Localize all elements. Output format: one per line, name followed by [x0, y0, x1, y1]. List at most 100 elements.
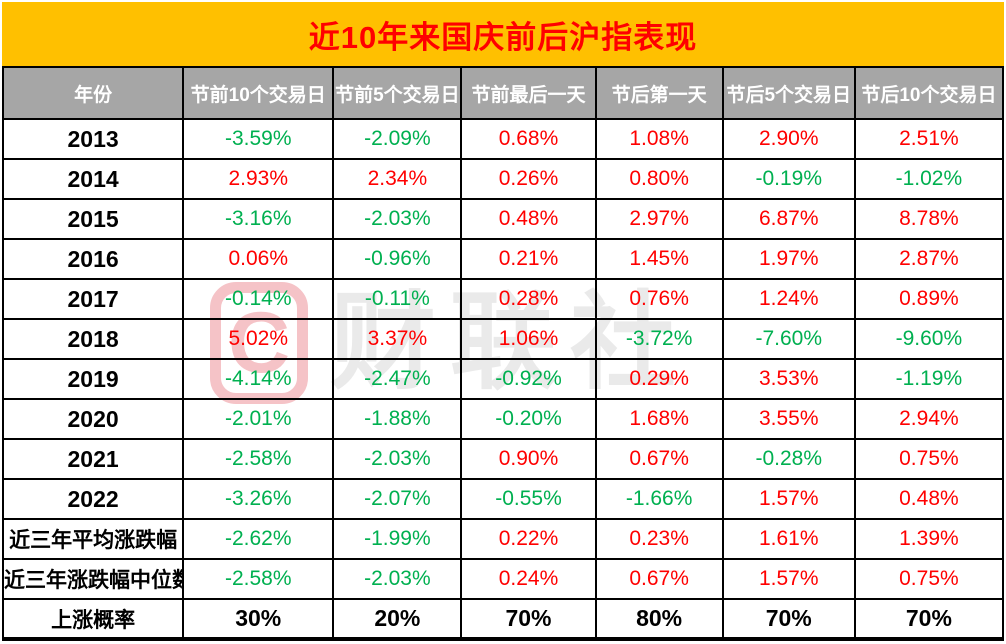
- table-row: 2019 -4.14% -2.47% -0.92% 0.29% 3.53% -1…: [1, 358, 1005, 400]
- column-header-last-day: 节前最后一天: [460, 66, 597, 120]
- value-cell: -2.07%: [332, 478, 463, 520]
- value-cell: -2.62%: [182, 518, 335, 560]
- value-cell: 0.90%: [460, 438, 597, 480]
- value-cell: 2.90%: [721, 118, 856, 160]
- table-row: 2013 -3.59% -2.09% 0.68% 1.08% 2.90% 2.5…: [1, 118, 1005, 160]
- value-cell: -1.99%: [332, 518, 463, 560]
- value-cell: 6.87%: [721, 198, 856, 240]
- table-row-probability: 上涨概率 30% 20% 70% 80% 70% 70%: [1, 598, 1005, 641]
- value-cell: 0.48%: [460, 198, 597, 240]
- value-cell: -0.55%: [460, 478, 597, 520]
- value-cell: 80%: [594, 598, 724, 641]
- value-cell: 20%: [332, 598, 463, 641]
- value-cell: 0.80%: [594, 158, 724, 200]
- value-cell: -0.96%: [332, 238, 463, 280]
- table-row: 2021 -2.58% -2.03% 0.90% 0.67% -0.28% 0.…: [1, 438, 1005, 480]
- value-cell: 8.78%: [853, 198, 1005, 240]
- value-cell: 2.93%: [182, 158, 335, 200]
- value-cell: 0.24%: [460, 558, 597, 600]
- column-header-pre10: 节前10个交易日: [182, 66, 335, 120]
- table-row: 2022 -3.26% -2.07% -0.55% -1.66% 1.57% 0…: [1, 478, 1005, 520]
- row-label: 2021: [1, 438, 185, 480]
- value-cell: -2.09%: [332, 118, 463, 160]
- column-header-post10: 节后10个交易日: [853, 66, 1005, 120]
- table-row-average: 近三年平均涨跌幅 -2.62% -1.99% 0.22% 0.23% 1.61%…: [1, 518, 1005, 560]
- row-label: 2020: [1, 398, 185, 440]
- value-cell: 3.37%: [332, 318, 463, 360]
- value-cell: 1.57%: [721, 558, 856, 600]
- value-cell: -9.60%: [853, 318, 1005, 360]
- value-cell: 0.48%: [853, 478, 1005, 520]
- row-label: 2013: [1, 118, 185, 160]
- value-cell: 0.75%: [853, 438, 1005, 480]
- row-label: 2015: [1, 198, 185, 240]
- value-cell: -0.14%: [182, 278, 335, 320]
- value-cell: -0.19%: [721, 158, 856, 200]
- value-cell: 0.29%: [594, 358, 724, 400]
- value-cell: -2.47%: [332, 358, 463, 400]
- value-cell: -1.88%: [332, 398, 463, 440]
- value-cell: 30%: [182, 598, 335, 641]
- value-cell: 2.97%: [594, 198, 724, 240]
- value-cell: 1.45%: [594, 238, 724, 280]
- table-row: 2015 -3.16% -2.03% 0.48% 2.97% 6.87% 8.7…: [1, 198, 1005, 240]
- value-cell: 2.51%: [853, 118, 1005, 160]
- value-cell: 70%: [721, 598, 856, 641]
- value-cell: 1.39%: [853, 518, 1005, 560]
- value-cell: 0.26%: [460, 158, 597, 200]
- row-label: 近三年平均涨跌幅: [1, 518, 185, 560]
- value-cell: 0.76%: [594, 278, 724, 320]
- value-cell: 0.68%: [460, 118, 597, 160]
- value-cell: 70%: [853, 598, 1005, 641]
- table-row: 2017 -0.14% -0.11% 0.28% 0.76% 1.24% 0.8…: [1, 278, 1005, 320]
- row-label: 2019: [1, 358, 185, 400]
- value-cell: -7.60%: [721, 318, 856, 360]
- value-cell: 1.06%: [460, 318, 597, 360]
- value-cell: 3.55%: [721, 398, 856, 440]
- value-cell: -1.02%: [853, 158, 1005, 200]
- value-cell: -2.03%: [332, 198, 463, 240]
- value-cell: 1.08%: [594, 118, 724, 160]
- value-cell: -3.59%: [182, 118, 335, 160]
- value-cell: 2.94%: [853, 398, 1005, 440]
- value-cell: 1.68%: [594, 398, 724, 440]
- value-cell: 1.97%: [721, 238, 856, 280]
- value-cell: 1.61%: [721, 518, 856, 560]
- row-label: 2022: [1, 478, 185, 520]
- column-header-year: 年份: [1, 66, 185, 120]
- value-cell: 0.89%: [853, 278, 1005, 320]
- row-label: 2014: [1, 158, 185, 200]
- header-row: 年份 节前10个交易日 节前5个交易日 节前最后一天 节后第一天 节后5个交易日…: [1, 66, 1005, 120]
- value-cell: 0.75%: [853, 558, 1005, 600]
- value-cell: 0.22%: [460, 518, 597, 560]
- value-cell: 70%: [460, 598, 597, 641]
- value-cell: 1.24%: [721, 278, 856, 320]
- value-cell: 0.28%: [460, 278, 597, 320]
- column-header-post5: 节后5个交易日: [721, 66, 856, 120]
- table-row: 2020 -2.01% -1.88% -0.20% 1.68% 3.55% 2.…: [1, 398, 1005, 440]
- value-cell: 2.87%: [853, 238, 1005, 280]
- value-cell: -0.92%: [460, 358, 597, 400]
- value-cell: -0.28%: [721, 438, 856, 480]
- value-cell: 3.53%: [721, 358, 856, 400]
- value-cell: 0.21%: [460, 238, 597, 280]
- row-label: 上涨概率: [1, 598, 185, 641]
- value-cell: -2.58%: [182, 438, 335, 480]
- value-cell: -2.01%: [182, 398, 335, 440]
- row-label: 2018: [1, 318, 185, 360]
- value-cell: -2.03%: [332, 438, 463, 480]
- value-cell: -3.26%: [182, 478, 335, 520]
- value-cell: -1.66%: [594, 478, 724, 520]
- value-cell: -3.16%: [182, 198, 335, 240]
- value-cell: -3.72%: [594, 318, 724, 360]
- value-cell: -4.14%: [182, 358, 335, 400]
- value-cell: 5.02%: [182, 318, 335, 360]
- value-cell: 2.34%: [332, 158, 463, 200]
- row-label: 2016: [1, 238, 185, 280]
- table-row: 2018 5.02% 3.37% 1.06% -3.72% -7.60% -9.…: [1, 318, 1005, 360]
- value-cell: 0.67%: [594, 558, 724, 600]
- table-row: 2014 2.93% 2.34% 0.26% 0.80% -0.19% -1.0…: [1, 158, 1005, 200]
- value-cell: 1.57%: [721, 478, 856, 520]
- table-row: 2016 0.06% -0.96% 0.21% 1.45% 1.97% 2.87…: [1, 238, 1005, 280]
